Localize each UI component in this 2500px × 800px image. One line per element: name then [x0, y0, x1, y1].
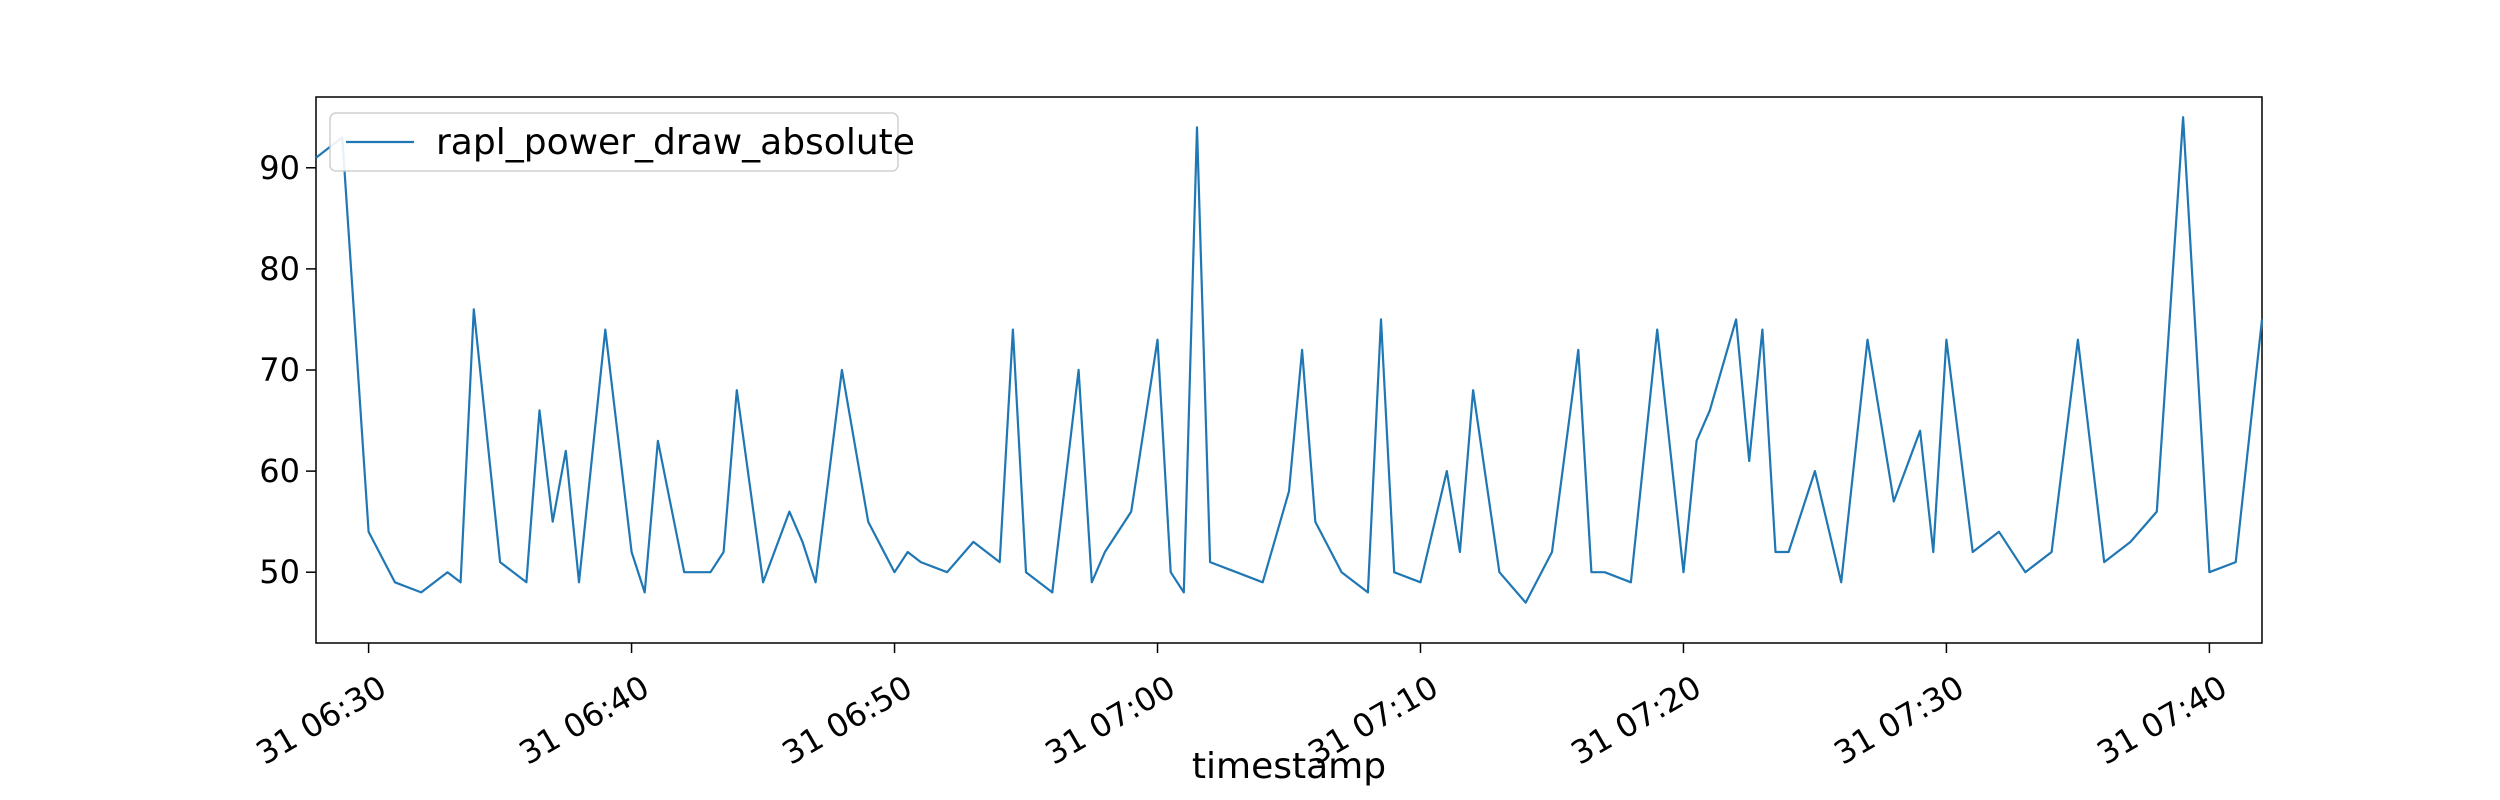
x-tick-label: 31 06:30 — [250, 668, 393, 772]
x-axis-title: timestamp — [1192, 746, 1386, 787]
legend-label: rapl_power_draw_absolute — [436, 122, 915, 163]
series-line-rapl-power-draw-absolute — [315, 116, 2264, 604]
x-tick-label: 31 07:20 — [1565, 668, 1708, 772]
legend-box — [329, 112, 899, 172]
y-tick-label: 70 — [259, 351, 300, 389]
x-tick-label: 31 06:50 — [776, 668, 919, 772]
y-tick-label: 90 — [259, 149, 300, 187]
y-tick-label: 50 — [259, 553, 300, 591]
x-tick-label: 31 07:30 — [1827, 668, 1970, 772]
legend: rapl_power_draw_absolute — [329, 112, 915, 172]
x-tick-label: 31 06:40 — [513, 668, 656, 772]
plot-area — [315, 96, 2263, 644]
y-axis-ticks: 50 60 70 80 90 — [259, 149, 316, 591]
x-tick-label: 31 07:40 — [2090, 668, 2233, 772]
y-tick-label: 80 — [259, 250, 300, 288]
y-tick-label: 60 — [259, 452, 300, 490]
x-tick-label: 31 07:00 — [1039, 668, 1182, 772]
